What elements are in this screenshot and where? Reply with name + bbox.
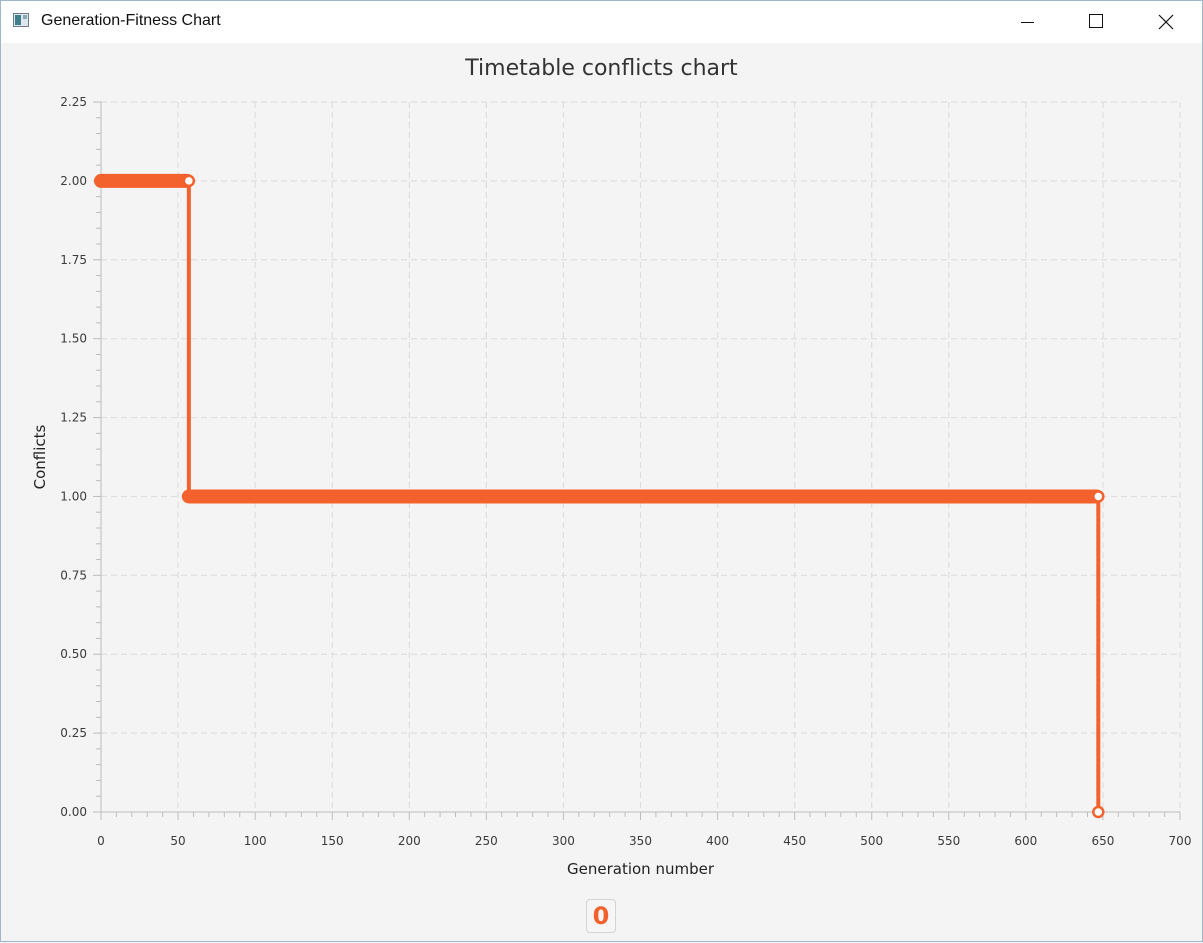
minimize-button[interactable] <box>1004 1 1050 43</box>
y-tick-label: 0.50 <box>60 647 87 661</box>
chart-title: Timetable conflicts chart <box>465 56 738 81</box>
maximize-button[interactable] <box>1073 1 1119 43</box>
x-tick-label: 250 <box>475 834 498 848</box>
y-tick-label: 1.50 <box>60 332 87 346</box>
x-tick-label: 100 <box>244 834 267 848</box>
x-tick-label: 200 <box>398 834 421 848</box>
y-tick-label: 1.25 <box>60 411 87 425</box>
data-point <box>182 174 196 188</box>
maximize-icon <box>1089 14 1103 28</box>
close-icon <box>1158 14 1174 30</box>
x-tick-label: 300 <box>552 834 575 848</box>
window-title: Generation-Fitness Chart <box>41 12 221 29</box>
x-tick-label: 0 <box>97 834 105 848</box>
x-tick-label: 150 <box>321 834 344 848</box>
y-axis-title: Conflicts <box>31 424 49 489</box>
y-tick-label: 2.25 <box>60 95 87 109</box>
x-tick-label: 450 <box>783 834 806 848</box>
series-plot <box>94 173 1105 819</box>
x-tick-label: 350 <box>629 834 652 848</box>
y-tick-label: 0.25 <box>60 726 87 740</box>
grid-lines <box>101 101 1181 812</box>
data-point <box>1092 805 1105 819</box>
x-tick-label: 50 <box>170 834 185 848</box>
close-button[interactable] <box>1142 1 1188 43</box>
data-point <box>1092 490 1105 503</box>
x-tick-label: 650 <box>1091 834 1114 848</box>
title-bar[interactable]: Generation-Fitness Chart <box>1 1 1202 43</box>
x-tick-label: 600 <box>1014 834 1037 848</box>
app-window-icon <box>13 13 29 27</box>
x-tick-label: 400 <box>706 834 729 848</box>
y-tick-label: 0.00 <box>60 805 87 819</box>
y-tick-label: 2.00 <box>60 174 87 188</box>
x-tick-label: 700 <box>1169 834 1192 848</box>
y-tick-label: 0.75 <box>60 568 87 582</box>
y-tick-label: 1.75 <box>60 253 87 267</box>
minimize-icon <box>1021 22 1034 23</box>
x-tick-label: 500 <box>860 834 883 848</box>
legend-item[interactable]: 0 <box>586 899 616 933</box>
y-tick-labels: 0.00 0.25 0.50 0.75 1.00 1.25 1.50 1.75 2.00 2.25 <box>60 95 87 819</box>
series-line <box>101 178 1101 812</box>
x-tick-labels: 0 50 100 150 200 250 300 350 400 450 500 550 600 650 7… <box>97 834 1191 848</box>
legend-symbol: 0 <box>592 902 610 930</box>
x-tick-label: 550 <box>937 834 960 848</box>
y-tick-label: 1.00 <box>60 489 87 503</box>
axes <box>93 101 1181 820</box>
x-axis-title: Generation number <box>567 860 715 878</box>
